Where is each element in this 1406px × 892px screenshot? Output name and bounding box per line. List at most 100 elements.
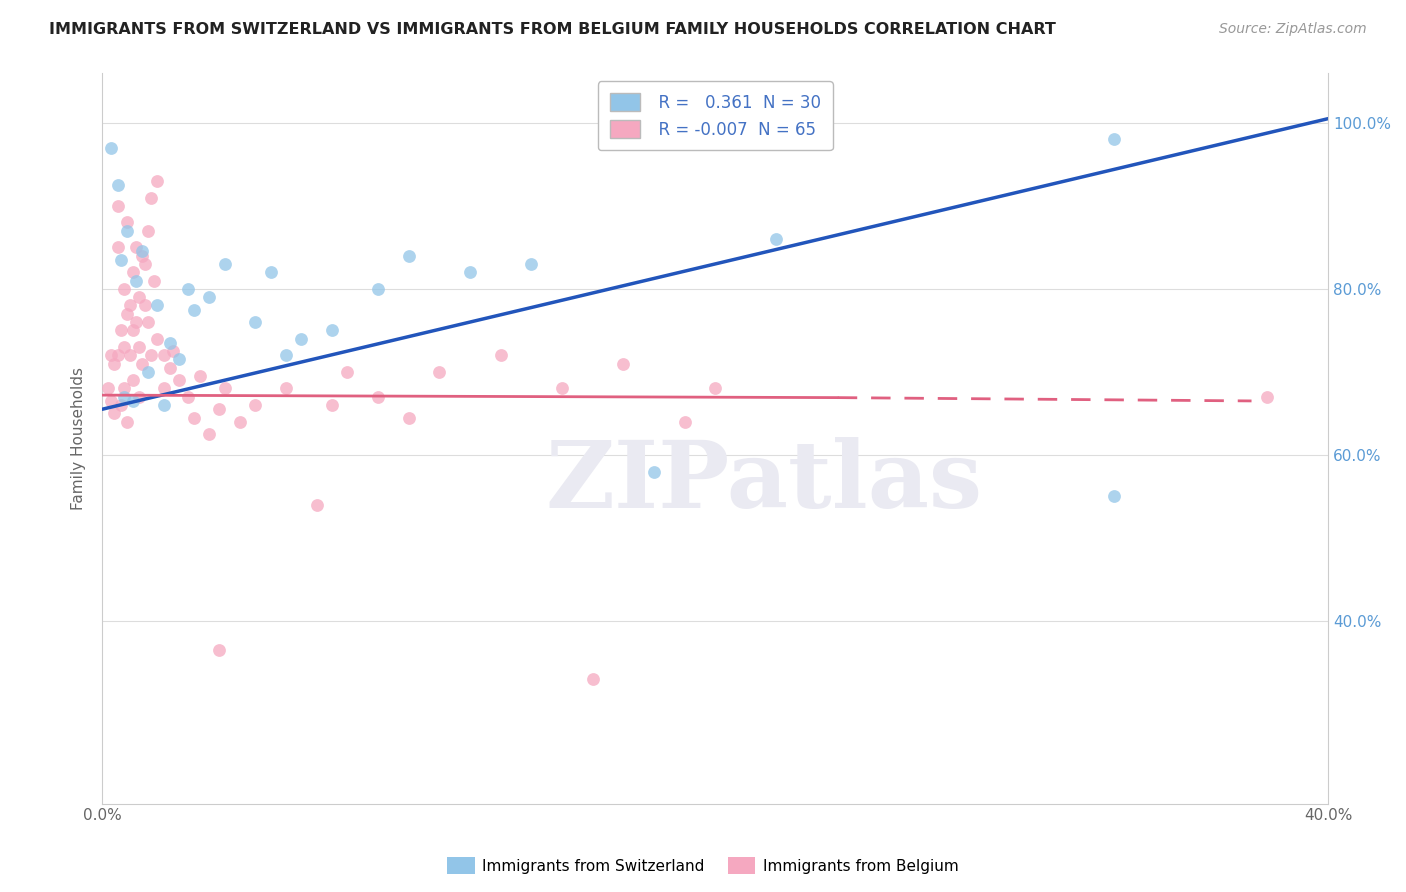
Point	[134, 298, 156, 312]
Point	[152, 382, 174, 396]
Point	[118, 298, 141, 312]
Point	[107, 178, 129, 192]
Point	[141, 348, 163, 362]
Point	[274, 348, 297, 362]
Point	[673, 415, 696, 429]
Point	[214, 257, 236, 271]
Text: Source: ZipAtlas.com: Source: ZipAtlas.com	[1219, 22, 1367, 37]
Point	[110, 398, 132, 412]
Point	[581, 672, 603, 686]
Point	[367, 390, 389, 404]
Point	[103, 357, 125, 371]
Point	[125, 315, 148, 329]
Point	[143, 274, 166, 288]
Point	[305, 498, 328, 512]
Point	[97, 382, 120, 396]
Point	[198, 427, 221, 442]
Point	[167, 352, 190, 367]
Point	[208, 643, 231, 657]
Point	[162, 344, 184, 359]
Point	[125, 240, 148, 254]
Point	[1102, 132, 1125, 146]
Point	[208, 402, 231, 417]
Point	[115, 307, 138, 321]
Point	[152, 348, 174, 362]
Point	[146, 298, 169, 312]
Point	[489, 348, 512, 362]
Y-axis label: Family Households: Family Households	[72, 367, 86, 510]
Point	[112, 382, 135, 396]
Point	[112, 390, 135, 404]
Point	[128, 290, 150, 304]
Point	[290, 332, 312, 346]
Point	[167, 373, 190, 387]
Point	[136, 365, 159, 379]
Point	[427, 365, 450, 379]
Point	[118, 348, 141, 362]
Point	[458, 265, 481, 279]
Point	[321, 398, 343, 412]
Point	[214, 382, 236, 396]
Point	[159, 360, 181, 375]
Point	[112, 282, 135, 296]
Point	[110, 252, 132, 267]
Point	[121, 265, 143, 279]
Point	[146, 332, 169, 346]
Point	[112, 340, 135, 354]
Point	[107, 348, 129, 362]
Point	[131, 244, 153, 259]
Point	[136, 224, 159, 238]
Point	[177, 390, 200, 404]
Text: IMMIGRANTS FROM SWITZERLAND VS IMMIGRANTS FROM BELGIUM FAMILY HOUSEHOLDS CORRELA: IMMIGRANTS FROM SWITZERLAND VS IMMIGRANT…	[49, 22, 1056, 37]
Point	[1256, 390, 1278, 404]
Text: ZIPatlas: ZIPatlas	[546, 437, 983, 527]
Point	[336, 365, 359, 379]
Point	[765, 232, 787, 246]
Point	[274, 382, 297, 396]
Point	[198, 290, 221, 304]
Point	[321, 323, 343, 337]
Point	[107, 199, 129, 213]
Point	[183, 302, 205, 317]
Point	[128, 340, 150, 354]
Legend: Immigrants from Switzerland, Immigrants from Belgium: Immigrants from Switzerland, Immigrants …	[441, 851, 965, 880]
Point	[131, 357, 153, 371]
Point	[115, 224, 138, 238]
Point	[398, 249, 420, 263]
Point	[134, 257, 156, 271]
Point	[245, 315, 267, 329]
Point	[141, 190, 163, 204]
Point	[125, 274, 148, 288]
Point	[704, 382, 727, 396]
Point	[643, 465, 665, 479]
Point	[100, 393, 122, 408]
Point	[128, 390, 150, 404]
Point	[110, 323, 132, 337]
Point	[121, 323, 143, 337]
Point	[131, 249, 153, 263]
Point	[100, 348, 122, 362]
Point	[152, 398, 174, 412]
Point	[398, 410, 420, 425]
Point	[551, 382, 574, 396]
Point	[146, 174, 169, 188]
Point	[121, 393, 143, 408]
Point	[188, 369, 211, 384]
Point	[177, 282, 200, 296]
Point	[1102, 490, 1125, 504]
Point	[245, 398, 267, 412]
Point	[115, 215, 138, 229]
Point	[612, 357, 634, 371]
Legend:   R =   0.361  N = 30,   R = -0.007  N = 65: R = 0.361 N = 30, R = -0.007 N = 65	[598, 81, 832, 151]
Point	[121, 373, 143, 387]
Point	[103, 406, 125, 420]
Point	[107, 240, 129, 254]
Point	[183, 410, 205, 425]
Point	[367, 282, 389, 296]
Point	[136, 315, 159, 329]
Point	[115, 415, 138, 429]
Point	[100, 141, 122, 155]
Point	[159, 335, 181, 350]
Point	[260, 265, 283, 279]
Point	[520, 257, 543, 271]
